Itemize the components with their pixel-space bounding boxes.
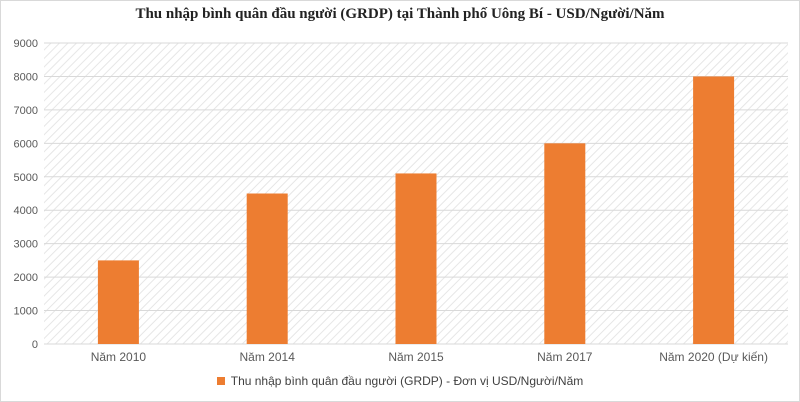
y-tick-label: 5000 (14, 172, 38, 184)
x-tick-label: Năm 2014 (240, 350, 296, 364)
x-axis-ticks: Năm 2010 Năm 2014 Năm 2015 Năm 2017 Năm 2020… (91, 350, 768, 364)
y-axis-ticks: 0 1000 2000 3000 4000 5000 6000 7000 8000 9000 (14, 38, 38, 351)
y-tick-label: 0 (32, 339, 38, 351)
bar (544, 143, 586, 344)
x-tick-label: Năm 2015 (388, 350, 444, 364)
y-tick-label: 9000 (14, 38, 38, 50)
y-tick-label: 6000 (14, 138, 38, 150)
y-tick-label: 2000 (14, 272, 38, 284)
y-tick-label: 1000 (14, 306, 38, 318)
x-tick-label: Năm 2020 (Dự kiến) (659, 350, 768, 364)
bars (97, 76, 735, 344)
bar (693, 76, 735, 344)
x-tick-label: Năm 2017 (537, 350, 593, 364)
bar (395, 173, 437, 344)
chart-title: Thu nhập bình quân đầu người (GRDP) tại … (135, 6, 665, 22)
legend-swatch (216, 377, 225, 385)
y-tick-label: 3000 (14, 239, 38, 251)
legend-label: Thu nhập bình quân đầu người (GRDP) - Đơ… (230, 374, 584, 388)
y-tick-label: 8000 (14, 71, 38, 83)
y-tick-label: 7000 (14, 105, 38, 117)
x-tick-label: Năm 2010 (91, 350, 147, 364)
bar (97, 260, 139, 344)
legend: Thu nhập bình quân đầu người (GRDP) - Đơ… (0, 374, 800, 388)
bar (246, 193, 288, 344)
y-tick-label: 4000 (14, 205, 38, 217)
